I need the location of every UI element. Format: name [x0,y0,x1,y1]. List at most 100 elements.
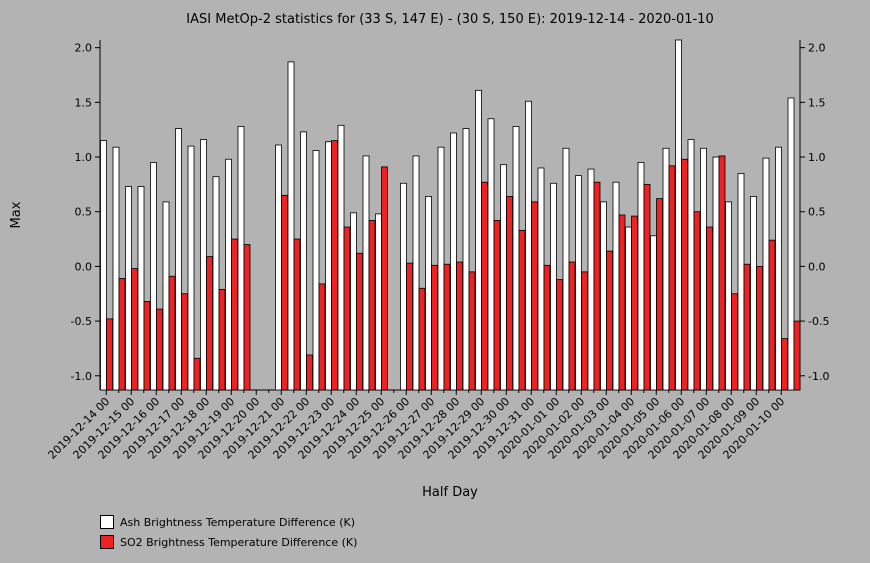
bar-ash [362,155,370,391]
bar-so2 [181,293,188,391]
bar-so2 [781,338,788,391]
legend-swatch-so2 [100,535,114,549]
bar-ash [100,140,107,391]
bar-ash [675,39,682,391]
bar-ash [125,186,132,391]
bar-so2 [718,155,726,391]
bar-so2 [306,354,313,391]
bar-ash [775,146,782,391]
bar-so2 [356,252,363,391]
y-tick-label-right: 1.0 [808,151,826,164]
legend-label-so2: SO2 Brightness Temperature Difference (K… [120,535,358,549]
bar-ash [375,213,382,391]
bar-ash [225,158,232,391]
bar-ash [487,118,495,391]
bar-ash [437,146,445,391]
bar-ash [325,141,332,391]
bar-ash [637,162,645,391]
bar-ash [762,157,770,391]
bar-so2 [118,278,126,391]
bar-ash [150,162,157,391]
bar-ash [687,139,695,391]
bar-ash [787,97,795,391]
bar-so2 [506,196,513,391]
bar-so2 [143,301,151,391]
x-axis-label: Half Day [422,485,478,500]
bar-ash [350,212,357,391]
bar-ash [187,145,195,391]
bar-so2 [293,238,301,391]
bar-ash [237,126,245,391]
y-axis-label: Max [9,201,24,228]
bar-so2 [331,140,338,391]
bar-so2 [156,308,163,391]
bar-so2 [756,266,763,391]
bar-ash [725,201,732,391]
bar-so2 [631,215,638,391]
bar-so2 [231,238,238,391]
y-tick-label-right: -0.5 [808,315,829,328]
bar-ash [650,235,657,391]
bar-so2 [193,357,201,391]
bar-ash [312,150,320,391]
bar-ash [287,61,295,391]
y-tick-label-right: 0.5 [808,206,826,219]
bar-so2 [706,226,713,391]
bar-ash [412,155,420,391]
bar-so2 [618,214,626,391]
legend-item-ash: Ash Brightness Temperature Difference (K… [100,512,357,532]
bar-so2 [593,181,601,391]
bar-ash [425,196,432,391]
bar-so2 [531,201,538,391]
bar-so2 [693,211,701,391]
bar-so2 [318,283,326,391]
bar-ash [462,128,470,391]
bar-so2 [443,263,451,391]
bar-ash [712,156,720,391]
y-tick-label-right: -1.0 [808,370,829,383]
bar-ash [737,173,745,391]
bar-so2 [406,262,413,391]
bar-so2 [793,320,801,391]
bar-ash [450,132,457,391]
bar-so2 [281,194,288,391]
bar-so2 [681,158,688,391]
bar-so2 [168,275,176,391]
y-tick-label-left: -0.5 [71,315,92,328]
bar-so2 [656,198,663,391]
bar-so2 [493,220,501,391]
bar-ash [200,139,207,391]
y-tick-label-right: 0.0 [808,260,826,273]
bar-ash [175,128,182,391]
bar-so2 [131,268,138,391]
bar-so2 [568,261,576,391]
legend: Ash Brightness Temperature Difference (K… [100,512,357,552]
bar-ash [162,201,170,391]
bar-so2 [243,244,251,391]
bar-ash [700,147,707,391]
bar-ash [575,175,582,391]
bar-ash [112,146,120,391]
bar-so2 [456,261,463,391]
legend-item-so2: SO2 Brightness Temperature Difference (K… [100,532,357,552]
bar-so2 [431,264,438,391]
bar-ash [550,182,557,391]
bar-so2 [106,318,113,391]
bar-so2 [481,181,488,391]
bar-so2 [368,220,376,391]
y-tick-label-left: 0.5 [75,206,93,219]
bar-ash [137,186,145,391]
bar-so2 [643,183,651,391]
bar-ash [600,201,607,391]
bar-so2 [343,226,351,391]
bar-so2 [218,288,226,391]
y-tick-label-left: 0.0 [75,260,93,273]
bar-so2 [743,263,751,391]
bar-ash [562,147,570,391]
bar-so2 [381,166,388,391]
bar-ash [612,181,620,391]
bar-so2 [468,271,476,391]
y-tick-label-left: 2.0 [75,42,93,55]
legend-swatch-ash [100,515,114,529]
